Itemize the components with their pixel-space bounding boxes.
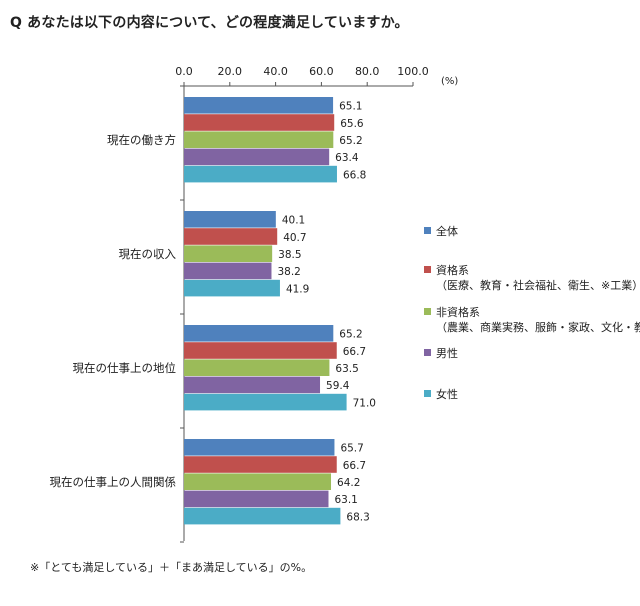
footnote: ※「とても満足している」＋「まあ満足している」の%。 xyxy=(30,561,313,574)
data-label: 63.4 xyxy=(335,152,359,164)
bar xyxy=(184,393,347,411)
data-label: 63.1 xyxy=(334,494,357,506)
bar xyxy=(184,507,341,525)
bar xyxy=(184,245,273,262)
x-tick-label: 0.0 xyxy=(175,65,193,78)
data-label: 65.6 xyxy=(340,118,364,130)
legend-item: 女性 xyxy=(424,387,458,402)
data-label: 40.1 xyxy=(282,215,305,227)
x-tick-label: 20.0 xyxy=(218,65,243,78)
bar xyxy=(184,262,272,280)
data-label: 41.9 xyxy=(286,283,309,295)
legend-swatch xyxy=(424,308,431,315)
legend-item: 男性 xyxy=(424,346,458,361)
bar xyxy=(184,165,337,183)
legend-label: 資格系 xyxy=(436,264,469,277)
legend-sublabel: （医療、教育・社会福祉、衛生、※工業） xyxy=(436,279,640,292)
legend-label: 男性 xyxy=(436,347,458,360)
category-label: 現在の働き方 xyxy=(107,133,176,147)
x-tick-label: 40.0 xyxy=(263,65,288,78)
bar xyxy=(184,439,335,456)
legend-sublabel: （農業、商業実務、服飾・家政、文化・教養） xyxy=(436,321,640,334)
legend-swatch xyxy=(424,227,431,234)
category-label: 現在の仕事上の地位 xyxy=(73,361,177,375)
data-label: 66.8 xyxy=(343,169,366,181)
data-label: 66.7 xyxy=(343,346,366,358)
data-label: 64.2 xyxy=(337,477,360,489)
data-label: 68.3 xyxy=(346,511,369,523)
bar xyxy=(184,97,334,114)
category-label: 現在の仕事上の人間関係 xyxy=(50,475,177,489)
data-label: 63.5 xyxy=(335,363,358,375)
data-label: 38.2 xyxy=(277,266,300,278)
legend-item: 資格系 （医療、教育・社会福祉、衛生、※工業） xyxy=(424,263,640,293)
bar xyxy=(184,279,280,297)
bar xyxy=(184,148,330,166)
bar xyxy=(184,325,334,342)
data-label: 38.5 xyxy=(278,249,301,261)
legend-label: 女性 xyxy=(436,388,458,401)
category-label: 現在の収入 xyxy=(119,247,177,261)
data-label: 59.4 xyxy=(326,380,350,392)
legend-label: 非資格系 xyxy=(436,306,480,319)
bar xyxy=(184,359,330,376)
x-tick-label: 60.0 xyxy=(309,65,334,78)
data-label: 65.1 xyxy=(339,101,362,113)
bar xyxy=(184,114,335,131)
x-tick-label: 100.0 xyxy=(397,65,429,78)
data-label: 65.2 xyxy=(339,329,362,341)
bar xyxy=(184,456,337,473)
data-label: 65.7 xyxy=(340,443,363,455)
data-label: 71.0 xyxy=(353,397,376,409)
chart-title: Q あなたは以下の内容について、どの程度満足していますか。 xyxy=(10,15,409,31)
bar xyxy=(184,131,334,148)
legend-item: 全体 xyxy=(424,224,458,239)
bar xyxy=(184,228,278,245)
legend-swatch xyxy=(424,349,431,356)
data-label: 40.7 xyxy=(283,232,306,244)
bar xyxy=(184,490,329,508)
x-tick-label: 80.0 xyxy=(355,65,380,78)
bar xyxy=(184,211,276,228)
bar xyxy=(184,376,321,394)
x-unit-label: (%) xyxy=(441,76,458,87)
bar xyxy=(184,342,337,359)
data-label: 65.2 xyxy=(339,135,362,147)
bar xyxy=(184,473,332,490)
legend-swatch xyxy=(424,390,431,397)
legend-swatch xyxy=(424,266,431,273)
data-label: 66.7 xyxy=(343,460,366,472)
legend-label: 全体 xyxy=(436,225,458,238)
legend-item: 非資格系 （農業、商業実務、服飾・家政、文化・教養） xyxy=(424,305,640,335)
